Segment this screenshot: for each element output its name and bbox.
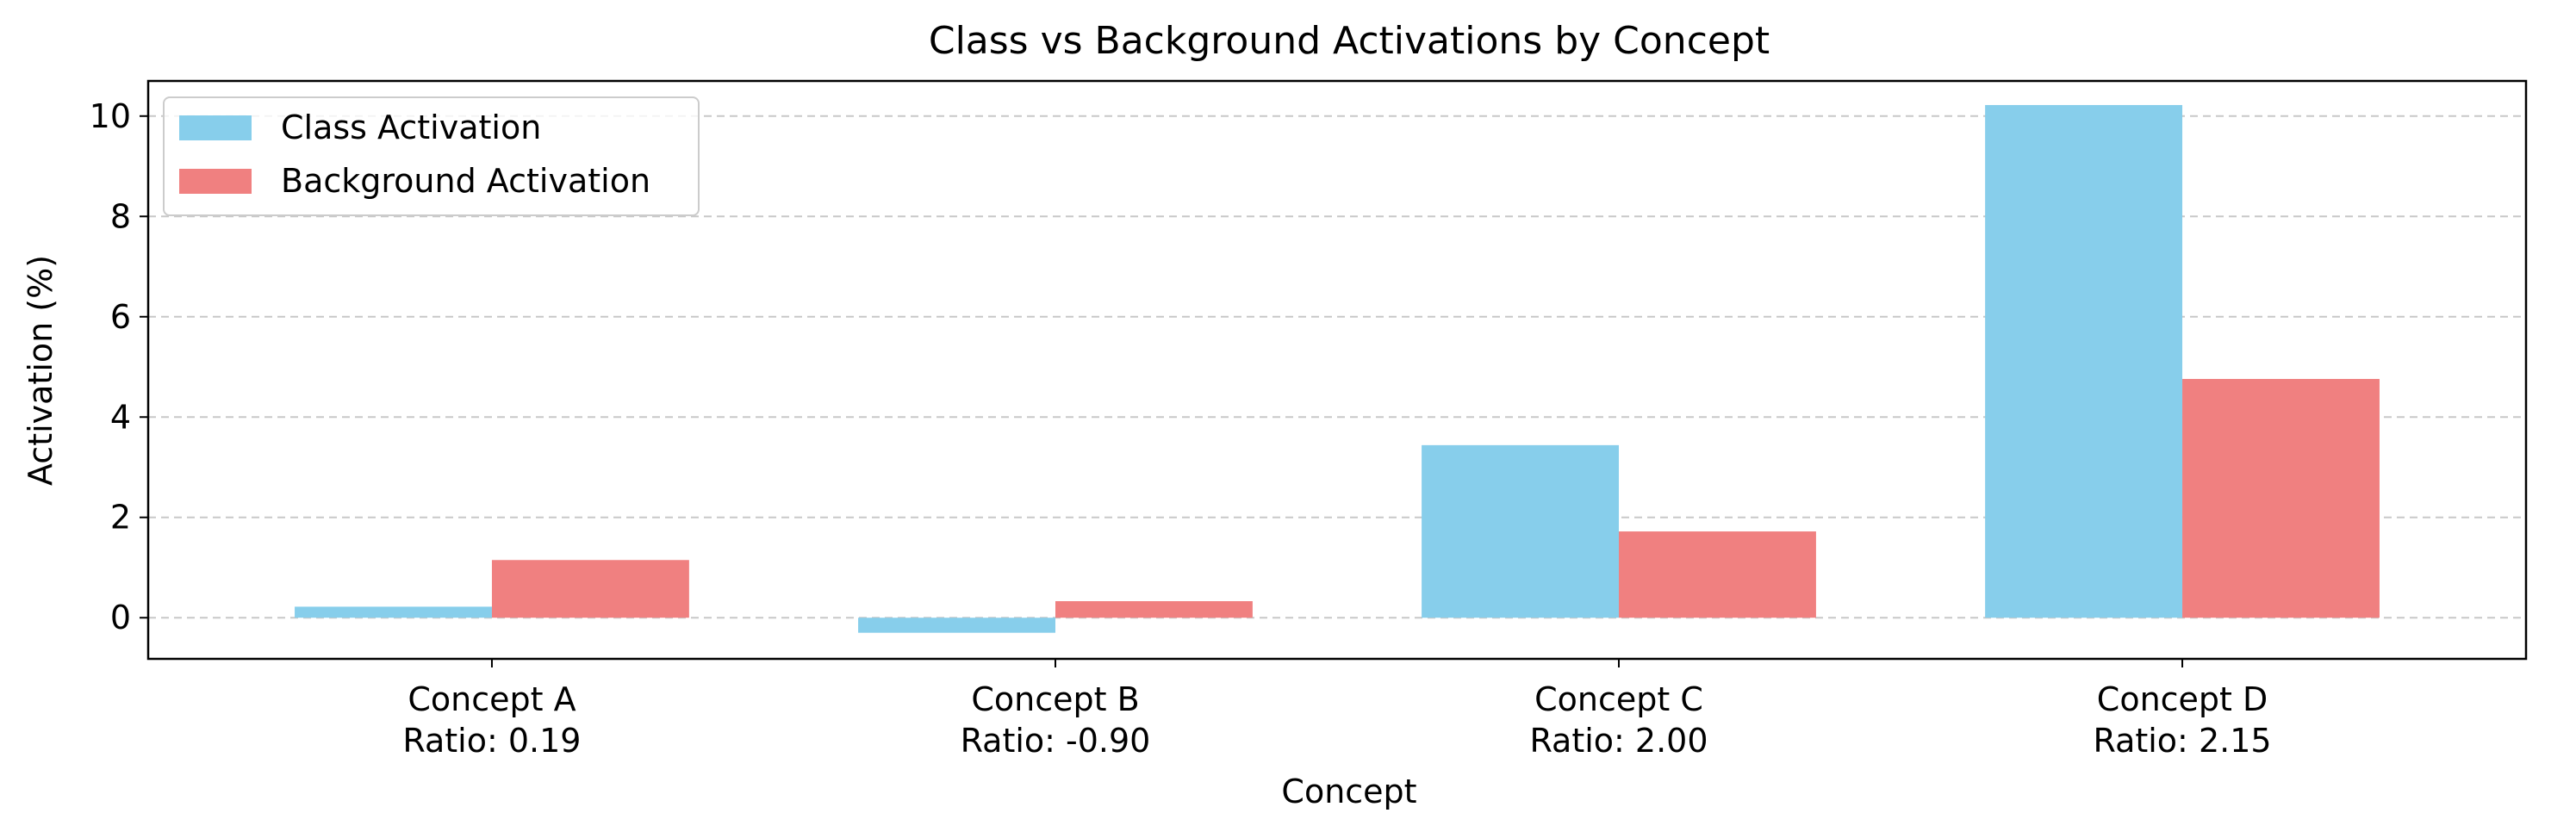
y-axis-ticks: 0 2 4 6 8 10 [90, 97, 148, 636]
legend-label-class-activation: Class Activation [281, 109, 541, 146]
x-axis-label: Concept [1281, 773, 1416, 810]
bar-background-activation-concept-b [1055, 601, 1253, 618]
legend-box [163, 96, 700, 216]
y-tick-label-10: 10 [90, 97, 131, 135]
bar-class-activation-concept-a [295, 606, 492, 618]
legend: Class Activation Background Activation [163, 96, 700, 216]
y-tick-label-2: 2 [110, 499, 131, 537]
x-tick-label-concept-a: Concept A [408, 680, 576, 718]
bar-background-activation-concept-c [1619, 531, 1816, 618]
bar-class-activation-concept-b [858, 618, 1055, 633]
bar-class-activation-concept-c [1422, 444, 1620, 618]
bar-class-activation-concept-d [1985, 104, 2183, 618]
y-tick-label-4: 4 [110, 398, 131, 436]
y-tick-label-8: 8 [110, 197, 131, 235]
y-tick-label-6: 6 [110, 298, 131, 336]
bars [295, 104, 2380, 633]
x-tick-label-concept-c: Concept C [1534, 680, 1703, 718]
legend-swatch-background-activation [179, 169, 252, 194]
bar-background-activation-concept-d [2182, 378, 2380, 618]
x-axis-ticks: Concept A Ratio: 0.19 Concept B Ratio: -0.9… [402, 659, 2272, 760]
chart-title: Class vs Background Activations by Conce… [929, 19, 1770, 63]
x-tick-sublabel-concept-d: Ratio: 2.15 [2094, 722, 2272, 760]
x-tick-sublabel-concept-a: Ratio: 0.19 [402, 722, 581, 760]
y-tick-label-0: 0 [110, 599, 131, 636]
legend-label-background-activation: Background Activation [281, 162, 650, 200]
x-tick-label-concept-d: Concept D [2097, 680, 2268, 718]
plot-area-frame [146, 79, 2528, 661]
bar-background-activation-concept-a [491, 560, 689, 618]
x-tick-label-concept-b: Concept B [971, 680, 1139, 718]
x-tick-sublabel-concept-b: Ratio: -0.90 [961, 722, 1151, 760]
x-tick-sublabel-concept-c: Ratio: 2.00 [1529, 722, 1708, 760]
y-axis-label: Activation (%) [22, 255, 59, 486]
legend-swatch-class-activation [179, 115, 252, 140]
